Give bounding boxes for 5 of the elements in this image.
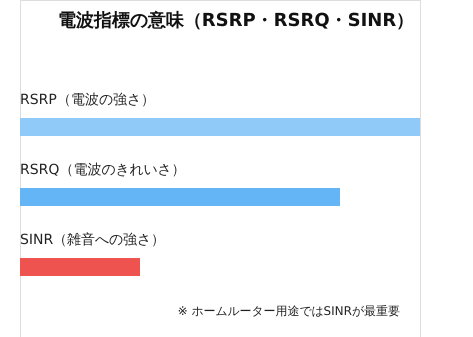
y-tick-label: SINR（雑音への強さ） — [20, 232, 166, 248]
y-tick-label: RSRQ（電波のきれいさ） — [20, 162, 186, 178]
chart-title: 電波指標の意味（RSRP・RSRQ・SINR） — [58, 10, 414, 31]
text: ※ ホームルーター用途ではSINRが最重要 — [178, 304, 400, 318]
y-tick-label: RSRP（電波の強さ） — [20, 92, 155, 108]
